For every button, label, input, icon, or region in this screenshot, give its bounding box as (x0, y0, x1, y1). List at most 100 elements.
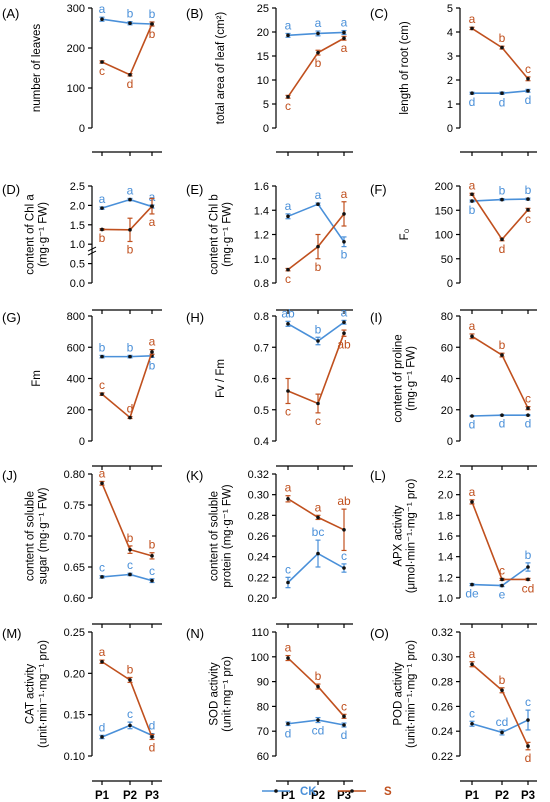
panel-label: (N) (186, 626, 204, 641)
y-tick-label: 2 (447, 75, 453, 87)
y-tick-label: 1.0 (70, 239, 85, 251)
y-tick-label: 0 (447, 436, 453, 448)
y-tick-label: 90 (257, 677, 269, 689)
data-point (128, 723, 132, 728)
data-point (128, 678, 132, 682)
legend-ck-marker (274, 789, 278, 793)
data-point (286, 497, 290, 501)
data-point (470, 199, 474, 203)
data-point (500, 413, 504, 418)
y-axis-label: sugar (mg·g⁻¹ FW) (38, 487, 50, 584)
significance-letter: d (525, 751, 532, 765)
y-tick-label: 15 (257, 51, 269, 63)
data-point (286, 656, 290, 660)
significance-letter: b (127, 7, 134, 21)
significance-letter: d (99, 720, 106, 734)
data-point (286, 214, 290, 219)
significance-letter: a (469, 12, 476, 26)
significance-letter: a (469, 485, 476, 499)
y-tick-label: 0.7 (254, 342, 269, 354)
y-tick-label: 150 (435, 205, 453, 217)
significance-letter: d (149, 719, 156, 733)
x-tick-label: P1 (95, 790, 110, 802)
significance-letter: c (341, 549, 347, 563)
y-axis-label: (unit·min⁻¹·mg⁻¹ pro) (38, 640, 50, 748)
significance-letter: ab (337, 494, 351, 508)
data-point (500, 237, 504, 242)
y-tick-label: 0.6 (254, 374, 269, 386)
significance-letter: b (315, 669, 322, 683)
chart-panel: (O) 0.22 0.24 0.26 0.28 0.30 0.32 POD activity(… (370, 626, 537, 802)
panel-label: (I) (370, 310, 382, 325)
chart-panel: (E) 0.8 1.0 1.2 1.4 1.6 content of Chl b (mg·g⁻… (186, 181, 353, 314)
data-point (342, 36, 346, 41)
y-tick-label: 0.8 (254, 278, 269, 290)
y-tick-label: 0.30 (432, 652, 453, 664)
panel-label: (C) (370, 6, 388, 21)
y-axis-label: CAT activity (25, 664, 37, 725)
y-tick-label: 5 (263, 99, 269, 111)
y-tick-label: 80 (257, 701, 269, 713)
significance-letter: a (285, 199, 292, 213)
significance-letter: a (285, 481, 292, 495)
data-point (342, 714, 346, 719)
significance-letter: d (127, 402, 134, 416)
significance-letter: a (285, 641, 292, 655)
y-tick-label: 60 (441, 342, 453, 354)
significance-letter: c (341, 699, 347, 713)
data-point (470, 192, 474, 197)
data-point (500, 353, 504, 357)
data-point (470, 91, 474, 95)
data-point (342, 212, 346, 216)
data-point (526, 197, 530, 201)
panel-label: (O) (370, 626, 389, 641)
series-line (287, 657, 345, 717)
series-line (101, 573, 153, 582)
y-tick-label: 0.4 (254, 436, 269, 448)
y-tick-label: 100 (67, 83, 85, 95)
y-tick-label: 0.5 (70, 259, 85, 271)
y-axis-label: content of proline (393, 334, 405, 422)
data-point (286, 322, 290, 326)
data-point (150, 735, 154, 739)
chart-panel: (D) 0.0 0.5 1.0 1.5 2.0 2.5 content of Chl a (mg… (2, 181, 162, 314)
y-tick-label: 0.70 (64, 531, 85, 543)
y-tick-label: 1.0 (254, 254, 269, 266)
significance-letter: d (499, 95, 506, 109)
y-axis-label: POD activity (393, 662, 405, 726)
data-point (342, 30, 346, 35)
significance-letter: d (341, 728, 348, 742)
data-point (100, 392, 104, 396)
data-point (150, 578, 154, 583)
significance-letter: b (149, 27, 156, 41)
data-point (500, 583, 504, 588)
x-tick-label: P2 (311, 790, 325, 802)
data-point (470, 721, 474, 726)
data-point (128, 21, 132, 26)
panel-label: (M) (2, 626, 22, 641)
y-tick-label: 0.10 (64, 751, 85, 763)
x-tick-label: P2 (123, 790, 137, 802)
y-tick-label: 0.22 (248, 572, 269, 584)
y-axis-label: APX activity (393, 505, 405, 567)
data-point (500, 91, 504, 95)
significance-letter: a (341, 16, 348, 30)
significance-letter: b (525, 548, 532, 562)
legend-s-marker (350, 789, 354, 793)
series-line (101, 198, 153, 209)
axis-break (87, 246, 97, 252)
data-point (342, 320, 346, 325)
data-point (500, 730, 504, 735)
legend: CK S (262, 786, 392, 798)
data-point (100, 206, 104, 210)
data-point (100, 481, 104, 486)
significance-letter: c (499, 563, 505, 577)
panel-label: (E) (186, 182, 203, 197)
significance-letter: a (99, 2, 106, 16)
data-point (470, 662, 474, 667)
legend-ck-label: CK (300, 786, 317, 798)
y-tick-label: 1.2 (254, 230, 269, 242)
y-tick-label: 0.22 (432, 751, 453, 763)
data-point (526, 744, 530, 748)
